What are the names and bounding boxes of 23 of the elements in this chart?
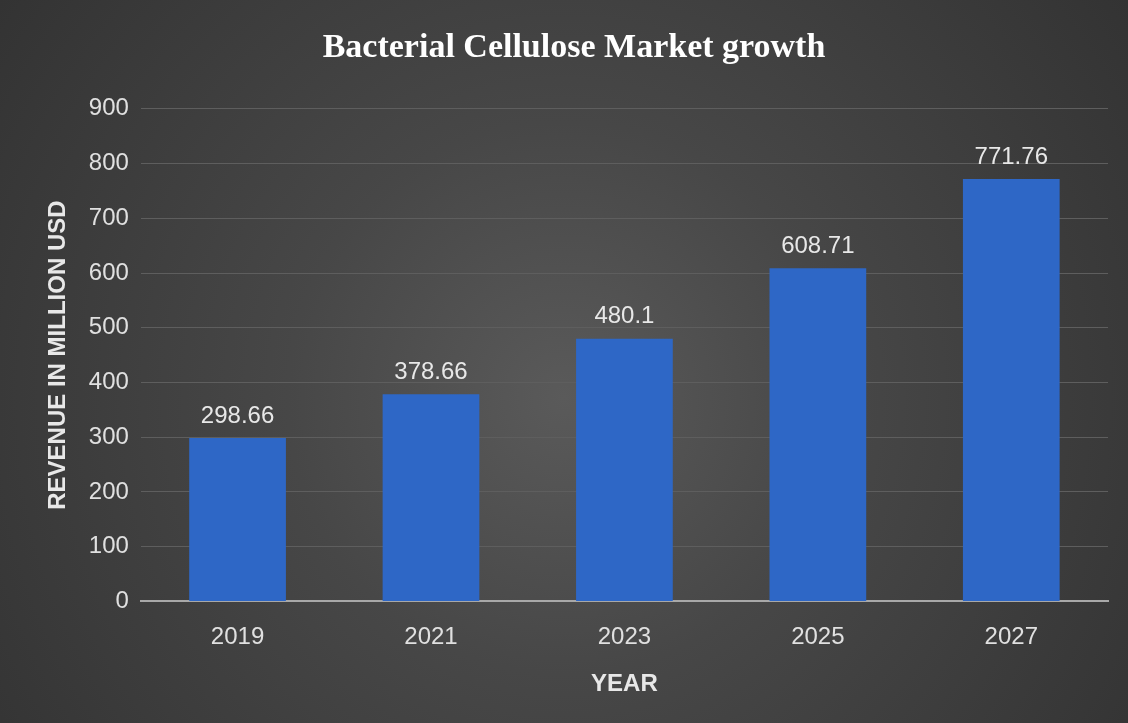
y-tick-label: 300 xyxy=(88,421,129,449)
data-label: 480.1 xyxy=(594,301,655,329)
y-axis-title: REVENUE IN MILLION USD xyxy=(43,200,71,510)
x-tick-label: 2021 xyxy=(404,622,458,650)
x-tick-label: 2025 xyxy=(791,622,845,650)
y-tick-label: 500 xyxy=(88,312,129,340)
data-label: 608.71 xyxy=(781,230,855,258)
y-tick-label: 900 xyxy=(88,93,129,121)
y-tick-label: 100 xyxy=(88,531,129,559)
y-tick-label: 600 xyxy=(88,257,129,285)
data-label: 771.76 xyxy=(974,141,1048,169)
y-tick-label: 800 xyxy=(88,148,129,176)
chart-title: Bacterial Cellulose Market growth xyxy=(322,27,826,65)
data-label: 378.66 xyxy=(394,356,468,384)
y-tick-label: 0 xyxy=(115,586,129,614)
y-tick-label: 400 xyxy=(88,367,129,395)
data-label: 298.66 xyxy=(200,400,275,428)
x-tick-label: 2023 xyxy=(597,622,652,650)
x-axis-title: YEAR xyxy=(591,669,658,697)
y-tick-label: 700 xyxy=(88,202,129,230)
x-tick-label: 2019 xyxy=(210,622,265,650)
y-tick-label: 200 xyxy=(88,476,129,504)
x-tick-label: 2027 xyxy=(984,622,1038,650)
